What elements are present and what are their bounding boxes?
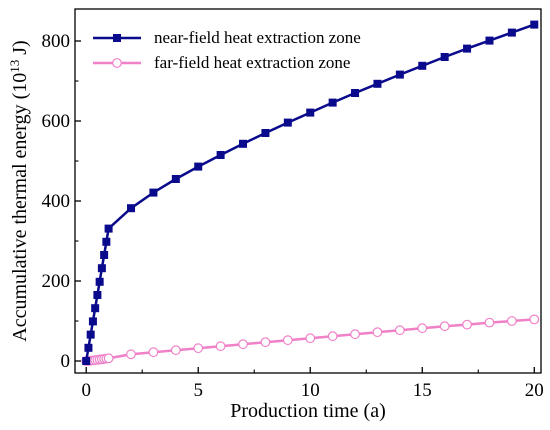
data-point xyxy=(216,151,225,159)
data-point xyxy=(305,333,316,344)
data-point xyxy=(93,291,102,299)
data-point xyxy=(506,316,517,326)
legend: near-field heat extraction zone far-field… xyxy=(93,28,361,72)
data-point xyxy=(418,61,427,70)
data-point xyxy=(394,325,405,336)
legend-item: far-field heat extraction zone xyxy=(93,53,350,72)
x-tick-label: 5 xyxy=(193,380,203,401)
data-point xyxy=(126,349,136,360)
data-point xyxy=(306,108,315,117)
data-point xyxy=(283,118,292,127)
data-point xyxy=(260,337,271,348)
data-point xyxy=(463,44,472,53)
data-point xyxy=(282,335,293,346)
data-point xyxy=(88,317,97,326)
data-point xyxy=(327,331,338,342)
data-point xyxy=(239,139,248,148)
x-tick-label: 0 xyxy=(81,380,91,401)
data-point xyxy=(261,129,270,137)
data-point xyxy=(194,162,203,171)
series-layer xyxy=(81,20,540,366)
plot-frame xyxy=(74,8,542,374)
y-tick-label: 200 xyxy=(42,271,71,292)
data-point xyxy=(529,314,540,325)
data-point xyxy=(530,20,539,29)
data-point xyxy=(485,36,494,45)
y-tick-label: 600 xyxy=(42,111,71,132)
data-point xyxy=(103,353,114,364)
data-point xyxy=(148,347,159,358)
legend-label: near-field heat extraction zone xyxy=(154,28,361,47)
x-axis-label: Production time (a) xyxy=(230,400,386,422)
data-point xyxy=(462,319,472,330)
data-point xyxy=(170,345,181,356)
x-tick-label: 15 xyxy=(413,380,432,401)
data-point xyxy=(102,237,111,246)
data-point xyxy=(439,321,450,332)
x-tick-label: 20 xyxy=(525,380,544,401)
data-point xyxy=(104,224,113,233)
series-near-field xyxy=(82,20,539,365)
data-point xyxy=(82,357,91,365)
data-point xyxy=(113,34,121,42)
data-point xyxy=(372,327,383,338)
data-point xyxy=(100,251,109,259)
data-point xyxy=(149,188,158,197)
data-point xyxy=(95,277,104,286)
y-tick-label: 800 xyxy=(42,31,71,52)
data-point xyxy=(112,58,122,68)
data-point xyxy=(350,329,360,340)
data-point xyxy=(440,53,449,61)
y-tick-label: 0 xyxy=(61,351,71,372)
data-point xyxy=(484,317,495,328)
data-point xyxy=(328,98,337,107)
data-point xyxy=(351,89,360,97)
series-far-field xyxy=(81,314,540,366)
y-axis-label-tail: J) xyxy=(9,40,31,59)
data-point xyxy=(86,330,95,339)
y-tick-label: 400 xyxy=(42,191,71,212)
data-point xyxy=(171,175,180,183)
data-point xyxy=(417,323,428,334)
data-point xyxy=(97,264,106,273)
y-axis-label-main: Accumulative thermal energy (10 xyxy=(9,73,31,342)
legend-label: far-field heat extraction zone xyxy=(154,53,350,72)
data-point xyxy=(373,79,382,88)
data-point xyxy=(395,70,404,79)
data-point xyxy=(238,339,248,350)
data-point xyxy=(215,341,226,352)
y-axis-label: Accumulative thermal energy (1013 J) xyxy=(7,40,31,341)
y-axis-label-sup: 13 xyxy=(7,60,22,73)
x-tick-label: 10 xyxy=(301,380,320,401)
data-point xyxy=(507,28,516,37)
data-point xyxy=(127,204,136,213)
data-point xyxy=(84,343,93,352)
data-point xyxy=(91,304,100,313)
legend-item: near-field heat extraction zone xyxy=(93,28,361,47)
data-point xyxy=(193,343,204,354)
